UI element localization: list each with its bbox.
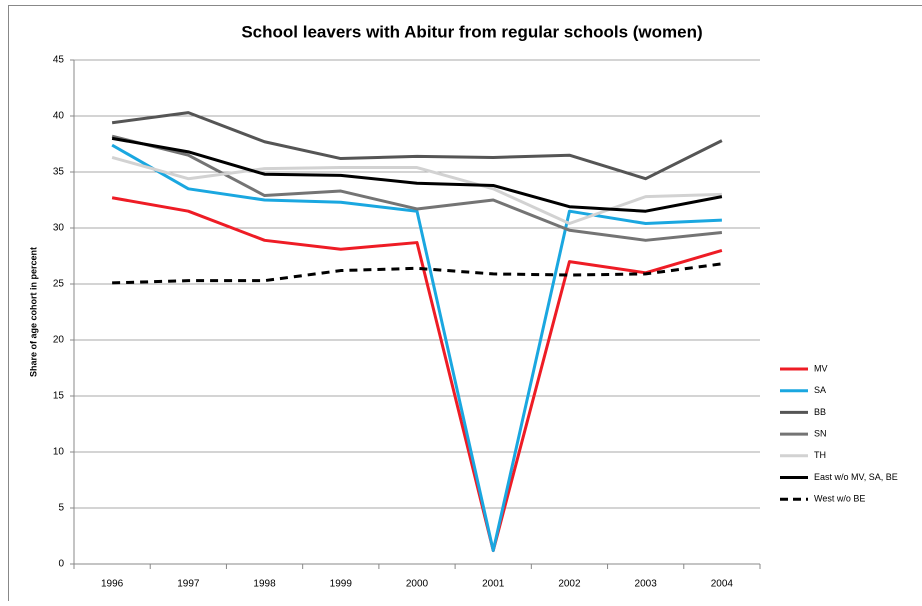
x-tick-label: 1997: [177, 579, 200, 590]
x-tick-label: 1996: [101, 579, 124, 590]
legend-label: MV: [814, 363, 828, 373]
x-tick-label: 1998: [253, 579, 276, 590]
x-tick-label: 2004: [711, 579, 734, 590]
y-tick-label: 25: [53, 279, 65, 290]
legend-label: BB: [814, 407, 826, 417]
y-tick-label: 5: [58, 503, 64, 514]
legend-label: TH: [814, 450, 826, 460]
y-tick-label: 20: [53, 335, 65, 346]
y-tick-label: 30: [53, 223, 65, 234]
legend-label: SA: [814, 385, 826, 395]
y-tick-label: 45: [53, 55, 65, 66]
y-axis-label: Share of age cohort in percent: [28, 247, 38, 377]
legend-label: SN: [814, 428, 827, 438]
chart-title: School leavers with Abitur from regular …: [241, 22, 702, 41]
y-tick-label: 0: [58, 559, 64, 570]
y-tick-label: 40: [53, 111, 65, 122]
x-tick-label: 1999: [330, 579, 353, 590]
y-tick-label: 35: [53, 167, 65, 178]
chart-frame: [9, 6, 922, 602]
x-tick-label: 2003: [635, 579, 658, 590]
legend-label: East w/o MV, SA, BE: [814, 472, 898, 482]
x-tick-label: 2000: [406, 579, 429, 590]
y-tick-label: 15: [53, 391, 65, 402]
x-tick-label: 2002: [558, 579, 581, 590]
x-tick-label: 2001: [482, 579, 505, 590]
y-tick-label: 10: [53, 447, 65, 458]
legend-label: West w/o BE: [814, 494, 865, 504]
